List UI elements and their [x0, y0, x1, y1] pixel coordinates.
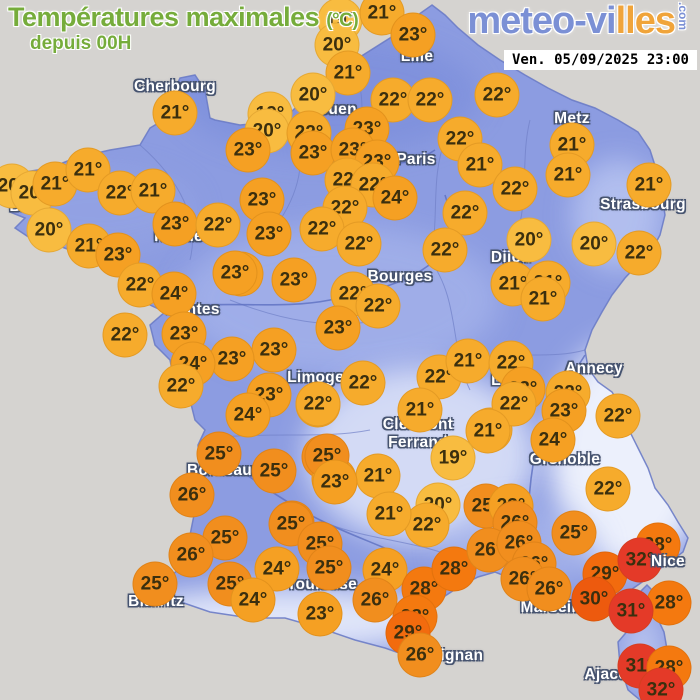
temp-bubble[interactable]: 26°: [397, 632, 443, 678]
logo-text-orange: lles: [615, 0, 676, 42]
temp-bubble[interactable]: 22°: [404, 502, 450, 548]
city-label: Cherbourg: [134, 78, 216, 95]
temp-bubble[interactable]: 22°: [407, 77, 453, 123]
temp-bubble[interactable]: 26°: [352, 577, 398, 623]
temp-bubble[interactable]: 23°: [225, 127, 271, 173]
temp-bubble[interactable]: 24°: [372, 175, 418, 221]
page-title: Températures maximales (°C): [8, 2, 359, 33]
temp-bubble[interactable]: 23°: [212, 250, 258, 296]
temp-bubble[interactable]: 21°: [397, 387, 443, 433]
temp-bubble[interactable]: 24°: [151, 271, 197, 317]
temp-bubble[interactable]: 21°: [66, 223, 112, 269]
temp-bubble[interactable]: 24°: [530, 417, 576, 463]
temp-bubble[interactable]: 21°: [520, 276, 566, 322]
temp-bubble[interactable]: 20°: [571, 221, 617, 267]
temp-bubble[interactable]: 23°: [312, 459, 358, 505]
city-label: Nice: [651, 553, 685, 570]
temp-bubble[interactable]: 22°: [340, 360, 386, 406]
city-label: Bourges: [367, 268, 433, 285]
temp-bubble[interactable]: 22°: [585, 466, 631, 512]
temp-bubble[interactable]: 23°: [161, 311, 207, 357]
temp-bubble[interactable]: 31°: [608, 588, 654, 634]
temp-bubble[interactable]: 24°: [225, 392, 271, 438]
temp-bubble[interactable]: 22°: [195, 202, 241, 248]
city-label: Limoges: [287, 369, 353, 386]
temp-bubble[interactable]: 25°: [251, 448, 297, 494]
temp-bubble[interactable]: 23°: [246, 211, 292, 257]
datetime-badge: Ven. 05/09/2025 23:00: [503, 50, 697, 70]
temp-bubble[interactable]: 25°: [306, 545, 352, 591]
temp-bubble[interactable]: 23°: [251, 327, 297, 373]
temp-bubble[interactable]: 22°: [595, 393, 641, 439]
temp-bubble[interactable]: 25°: [551, 510, 597, 556]
temp-bubble[interactable]: 22°: [474, 72, 520, 118]
temp-bubble[interactable]: 21°: [626, 162, 672, 208]
temp-bubble[interactable]: 22°: [158, 363, 204, 409]
temp-bubble[interactable]: 22°: [355, 283, 401, 329]
temp-bubble[interactable]: 21°: [465, 408, 511, 454]
temp-bubble[interactable]: 22°: [616, 230, 662, 276]
temp-bubble[interactable]: 21°: [152, 90, 198, 136]
temp-bubble[interactable]: 21°: [65, 147, 111, 193]
temp-bubble[interactable]: 22°: [295, 381, 341, 427]
temp-bubble[interactable]: 25°: [202, 515, 248, 561]
temp-bubble[interactable]: 22°: [336, 221, 382, 267]
temp-bubble[interactable]: 19°: [430, 435, 476, 481]
temp-bubble[interactable]: 23°: [209, 336, 255, 382]
temp-bubble[interactable]: 23°: [297, 591, 343, 637]
temp-bubble[interactable]: 26°: [526, 566, 572, 612]
temp-bubble[interactable]: 28°: [646, 580, 692, 626]
temp-bubble[interactable]: 28°: [431, 546, 477, 592]
temp-bubble[interactable]: 22°: [422, 227, 468, 273]
temp-bubble[interactable]: 21°: [445, 338, 491, 384]
temp-bubble[interactable]: 32°: [638, 667, 684, 700]
temp-bubble[interactable]: 23°: [152, 201, 198, 247]
temp-bubble[interactable]: 20°: [506, 217, 552, 263]
temp-bubble[interactable]: 23°: [390, 12, 436, 58]
title-unit: (°C): [326, 10, 359, 31]
temp-bubble[interactable]: 20°: [26, 207, 72, 253]
title-text: Températures maximales: [8, 2, 320, 32]
temp-bubble[interactable]: 23°: [541, 388, 587, 434]
city-label: Paris: [396, 151, 436, 168]
temp-bubble[interactable]: 24°: [230, 577, 276, 623]
temp-bubble[interactable]: 23°: [271, 257, 317, 303]
logo-text-blue: meteo-vi: [467, 0, 616, 42]
logo[interactable]: meteo-villes.com: [467, 0, 690, 43]
temp-bubble[interactable]: 21°: [545, 152, 591, 198]
temp-bubble[interactable]: 26°: [169, 472, 215, 518]
temp-bubble[interactable]: 23°: [95, 232, 141, 278]
temp-bubble[interactable]: 25°: [132, 561, 178, 607]
temp-bubble[interactable]: 22°: [492, 166, 538, 212]
subtitle: depuis 00H: [30, 33, 132, 54]
temp-bubble[interactable]: 22°: [102, 312, 148, 358]
temp-bubble[interactable]: 25°: [196, 431, 242, 477]
temp-bubble[interactable]: 21°: [366, 491, 412, 537]
logo-suffix: .com: [676, 2, 690, 31]
temp-bubble[interactable]: 32°: [617, 537, 663, 583]
temp-bubble[interactable]: 22°: [442, 190, 488, 236]
temp-bubble[interactable]: 23°: [315, 305, 361, 351]
temp-bubble[interactable]: 26°: [168, 532, 214, 578]
city-label: Metz: [554, 110, 590, 127]
